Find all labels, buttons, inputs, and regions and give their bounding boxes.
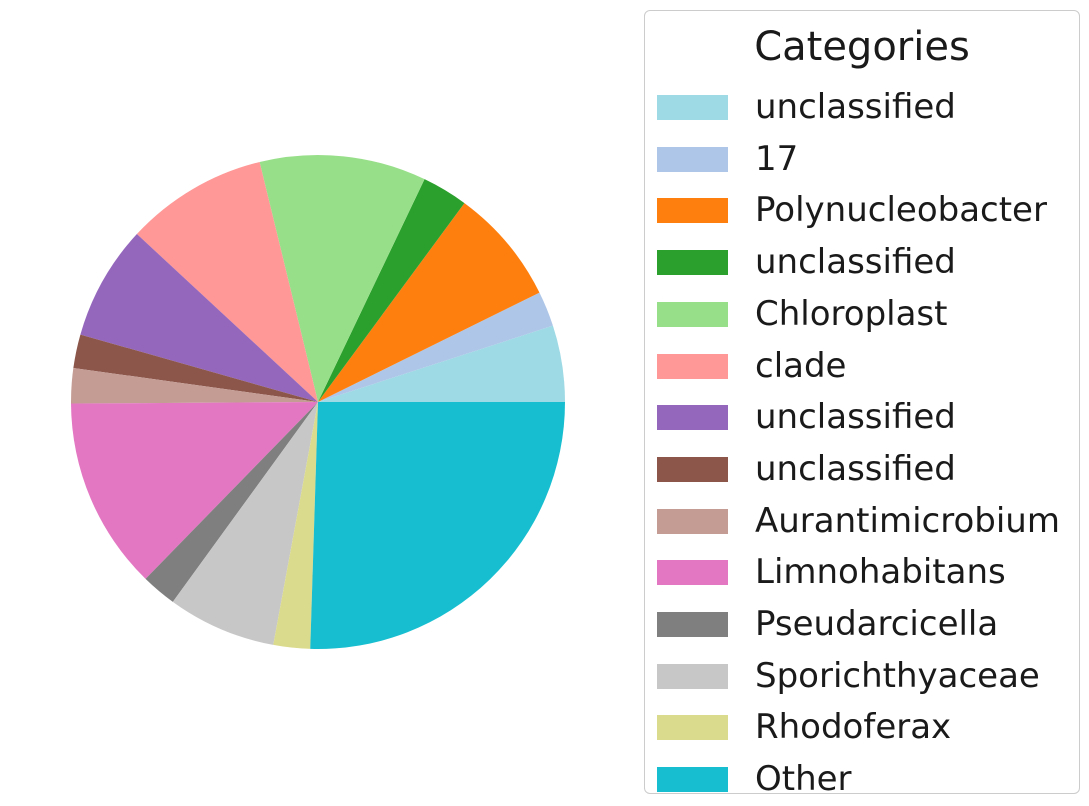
pie-slice-3 [318, 179, 465, 402]
legend-label: unclassified [755, 242, 956, 283]
legend-label: Chloroplast [755, 293, 948, 334]
legend-item-10: Pseudarcicella [657, 605, 1077, 643]
legend-swatch [657, 198, 728, 224]
pie-slices [70, 155, 565, 649]
legend-label: clade [755, 345, 847, 386]
legend-swatch [657, 767, 728, 793]
pie-slice-12 [273, 402, 318, 649]
legend-item-0: unclassified [657, 88, 1077, 126]
legend-label: 17 [755, 138, 799, 179]
legend-label: unclassified [755, 448, 956, 489]
legend-item-8: Aurantimicrobium [657, 502, 1077, 540]
pie-slice-1 [318, 292, 553, 402]
legend-item-5: clade [657, 347, 1077, 385]
legend-label: Pseudarcicella [755, 604, 999, 644]
legend-label: Limnohabitans [755, 552, 1006, 593]
legend-label: Other [755, 759, 852, 800]
legend-swatch [657, 250, 728, 276]
legend-label: Aurantimicrobium [755, 500, 1060, 541]
pie-slice-0 [318, 325, 565, 402]
legend-label: Polynucleobacter [755, 190, 1047, 231]
legend-swatch [657, 405, 728, 431]
legend-swatch [657, 715, 728, 741]
legend-item-9: Limnohabitans [657, 553, 1077, 591]
pie-chart [70, 155, 565, 649]
legend-swatch [657, 301, 728, 327]
legend-title: Categories [754, 24, 970, 70]
legend-label: Sporichthyaceae [755, 655, 1040, 696]
legend-item-3: unclassified [657, 243, 1077, 281]
pie-slice-11 [172, 402, 318, 645]
pie-slice-6 [80, 234, 318, 402]
legend-item-6: unclassified [657, 398, 1077, 436]
legend: Categories unclassified 17 Polynucleobacte… [644, 10, 1080, 798]
legend-item-2: Polynucleobacter [657, 191, 1077, 229]
legend-swatch [657, 95, 728, 120]
legend-swatch [657, 612, 728, 637]
legend-label: unclassified [755, 397, 956, 438]
legend-item-4: Chloroplast [657, 295, 1077, 333]
legend-label: Rhodoferax [755, 707, 952, 748]
legend-item-1: 17 [657, 140, 1077, 178]
legend-label: unclassified [755, 87, 956, 127]
pie-slice-5 [136, 162, 318, 402]
pie-slice-8 [70, 367, 318, 404]
legend-swatch [657, 508, 728, 534]
pie-slice-2 [318, 203, 540, 402]
pie-slice-7 [73, 334, 319, 402]
legend-item-12: Rhodoferax [657, 708, 1077, 746]
legend-item-7: unclassified [657, 450, 1077, 488]
legend-item-13: Other [657, 760, 1077, 798]
legend-swatch [657, 560, 728, 586]
legend-swatch [657, 146, 728, 172]
legend-swatch [657, 353, 728, 379]
legend-item-11: Sporichthyaceae [657, 657, 1077, 695]
pie-slice-10 [145, 402, 318, 602]
legend-swatch [657, 456, 728, 482]
legend-swatch [657, 663, 728, 689]
pie-slice-9 [71, 402, 318, 579]
pie-slice-4 [259, 155, 425, 402]
pie-slice-13 [310, 402, 565, 649]
